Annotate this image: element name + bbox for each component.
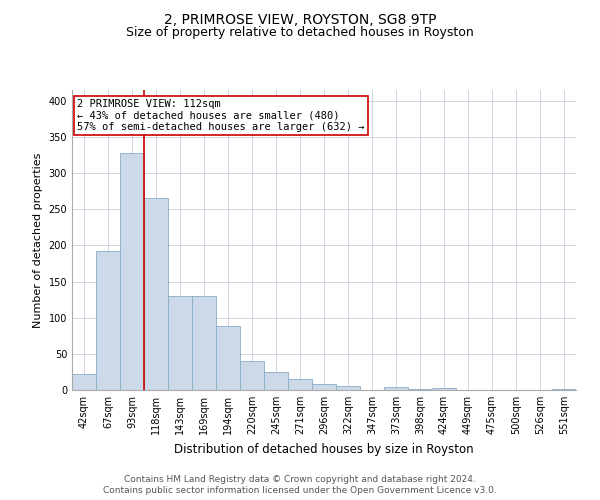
Text: Contains public sector information licensed under the Open Government Licence v3: Contains public sector information licen… <box>103 486 497 495</box>
Text: 2 PRIMROSE VIEW: 112sqm
← 43% of detached houses are smaller (480)
57% of semi-d: 2 PRIMROSE VIEW: 112sqm ← 43% of detache… <box>77 99 365 132</box>
Bar <box>216 326 240 390</box>
Y-axis label: Number of detached properties: Number of detached properties <box>33 152 43 328</box>
Bar <box>432 388 456 390</box>
Bar <box>408 388 432 390</box>
Bar <box>312 384 336 390</box>
Bar <box>120 153 144 390</box>
Bar <box>384 387 408 390</box>
Bar <box>72 374 96 390</box>
Bar <box>552 388 576 390</box>
X-axis label: Distribution of detached houses by size in Royston: Distribution of detached houses by size … <box>174 442 474 456</box>
Bar <box>264 372 288 390</box>
Bar <box>96 251 120 390</box>
Bar <box>144 198 168 390</box>
Bar <box>288 379 312 390</box>
Bar <box>240 361 264 390</box>
Bar <box>192 296 216 390</box>
Text: Contains HM Land Registry data © Crown copyright and database right 2024.: Contains HM Land Registry data © Crown c… <box>124 475 476 484</box>
Bar <box>336 386 360 390</box>
Bar <box>168 296 192 390</box>
Text: Size of property relative to detached houses in Royston: Size of property relative to detached ho… <box>126 26 474 39</box>
Text: 2, PRIMROSE VIEW, ROYSTON, SG8 9TP: 2, PRIMROSE VIEW, ROYSTON, SG8 9TP <box>164 12 436 26</box>
